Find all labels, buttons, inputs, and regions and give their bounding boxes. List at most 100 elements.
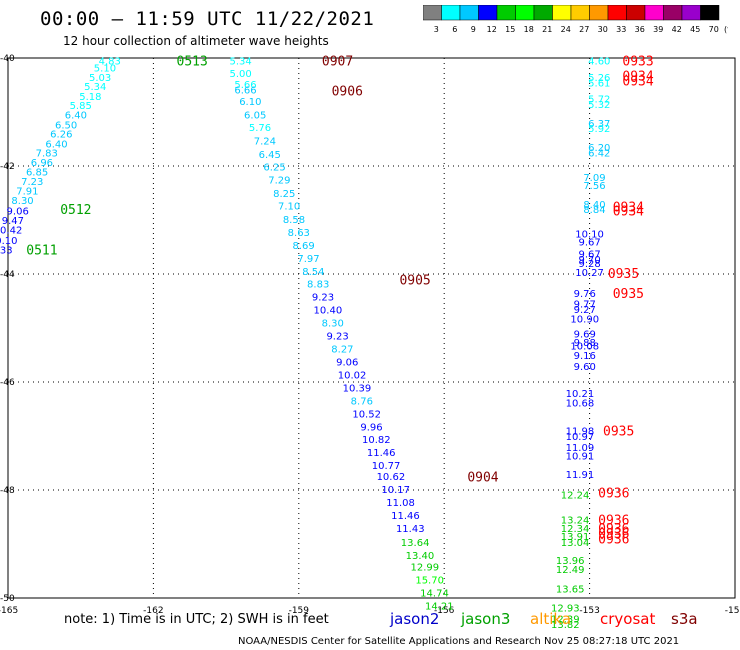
color-scale-bar [423,5,720,21]
swh-value-label: 6.45 [259,150,281,161]
y-tick-label: -42 [0,162,15,172]
swh-value-label: 10.82 [362,435,391,446]
y-tick-label: -50 [0,594,15,604]
swh-value-label: 8.76 [351,396,373,407]
swh-value-label: 10.42 [0,226,22,237]
note-text: note: 1) Time is in UTC; 2) SWH is in fe… [64,612,329,627]
swh-value-label: 14.74 [420,589,449,600]
swh-value-label: 12.34 [561,524,590,535]
time-label-cryosat: 0934 [613,201,644,216]
swh-value-label: 13.91 [561,532,590,543]
swh-value-label: 5.18 [79,92,101,103]
swh-value-label: 12.49 [556,565,585,576]
swh-value-label: 5.03 [89,73,111,84]
time-label-cryosat: 0935 [603,425,634,440]
legend-jason3: jason3 [461,610,511,628]
swh-value-label: 12.39 [551,615,580,626]
x-tick-label: -159 [289,606,310,616]
scale-threshold-label: 15 [505,25,515,34]
swh-value-label: 10.39 [343,383,372,394]
swh-value-label: 6.20 [588,143,610,154]
y-tick-label: -48 [0,486,15,496]
swh-value-label: 9.96 [360,422,382,433]
scale-threshold-label: 6 [452,25,457,34]
swh-value-label: 5.32 [588,100,610,111]
time-label-s3a: 0907 [322,55,353,70]
swh-value-label: 10.10 [0,236,17,247]
swh-value-label: 7.91 [16,186,38,197]
swh-value-label: 11.46 [367,448,396,459]
swh-value-label: 10.02 [338,370,367,381]
swh-value-label: 5.76 [249,123,271,134]
scale-threshold-label: 24 [561,25,571,34]
scale-threshold-label: 33 [616,25,626,34]
swh-value-label: 6.37 [588,119,610,130]
swh-value-label: 10.10 [575,230,604,241]
swh-value-label: 6.42 [588,149,610,160]
time-label-s3a: 0904 [467,471,498,486]
swh-value-label: 10.97 [566,432,595,443]
time-label-cryosat: 0935 [608,267,639,282]
swh-value-label: 8.69 [293,241,315,252]
color-swatch [700,5,720,21]
swh-value-label: 5.26 [588,73,610,84]
time-label-jason3: 0511 [26,244,57,259]
page-title: 00:00 – 11:59 UTC 11/22/2021 [40,8,375,30]
swh-value-label: 10.08 [570,341,599,352]
swh-value-label: 5.72 [588,95,610,106]
swh-value-label: 9.16 [574,351,596,362]
scale-threshold-label: 30 [598,25,608,34]
scale-threshold-label: 21 [542,25,552,34]
swh-value-label: 9.27 [574,305,596,316]
scale-threshold-label: 45 [690,25,700,34]
swh-value-label: 8.30 [11,196,33,207]
swh-value-label: 10.40 [314,306,343,317]
swh-value-label: 8.25 [273,189,295,200]
swh-value-label: 12.24 [561,490,590,501]
swh-value-label: 9.69 [574,329,596,340]
swh-value-label: 5.85 [70,101,92,112]
swh-value-label: 13.82 [551,620,580,631]
scale-threshold-label: 70 [709,25,719,34]
y-tick-label: -46 [0,378,15,388]
swh-value-label: 11.98 [566,427,595,438]
legend-jason2: jason2 [390,610,440,628]
swh-value-label: 6.05 [244,111,266,122]
swh-value-label: 6.85 [26,167,48,178]
swh-value-label: 13.04 [561,538,590,549]
time-label-cryosat: 0936 [598,527,629,542]
swh-value-label: 8.58 [283,215,305,226]
swh-value-label: 13.96 [556,556,585,567]
swh-value-label: 4.60 [588,57,610,68]
time-label-cryosat: 0936 [598,533,629,548]
swh-value-label: 10.21 [566,389,595,400]
scale-threshold-label: 27 [579,25,589,34]
swh-value-label: 9.67 [578,238,600,249]
x-tick-label: -153 [579,606,599,616]
swh-value-label: 5.34 [230,57,252,68]
swh-value-label: 6.10 [239,97,261,108]
plot-frame [7,57,736,599]
swh-value-label: 9.88 [574,338,596,349]
swh-value-label: 6.50 [55,120,77,131]
x-tick-label: -165 [0,606,18,616]
swh-value-label: 6.40 [45,139,67,150]
legend-altika: altika [530,610,572,628]
swh-value-label: 14.21 [425,602,454,613]
swh-value-label: 13.64 [401,538,430,549]
swh-value-label: 10.77 [372,461,401,472]
swh-value-label: 6.96 [31,158,53,169]
swh-value-label: 9.67 [578,249,600,260]
swh-value-label: 6.40 [65,111,87,122]
swh-value-label: 10.68 [566,399,595,410]
swh-value-label: 7.29 [268,176,290,187]
swh-value-label: 5.34 [84,82,106,93]
swh-value-label: 15.70 [415,576,444,587]
swh-value-label: 6.66 [234,85,256,96]
swh-value-label: 9.28 [578,259,600,270]
swh-value-label: 9.06 [7,206,29,217]
time-label-jason3: 0513 [177,55,208,70]
swh-value-label: 11.09 [566,443,595,454]
